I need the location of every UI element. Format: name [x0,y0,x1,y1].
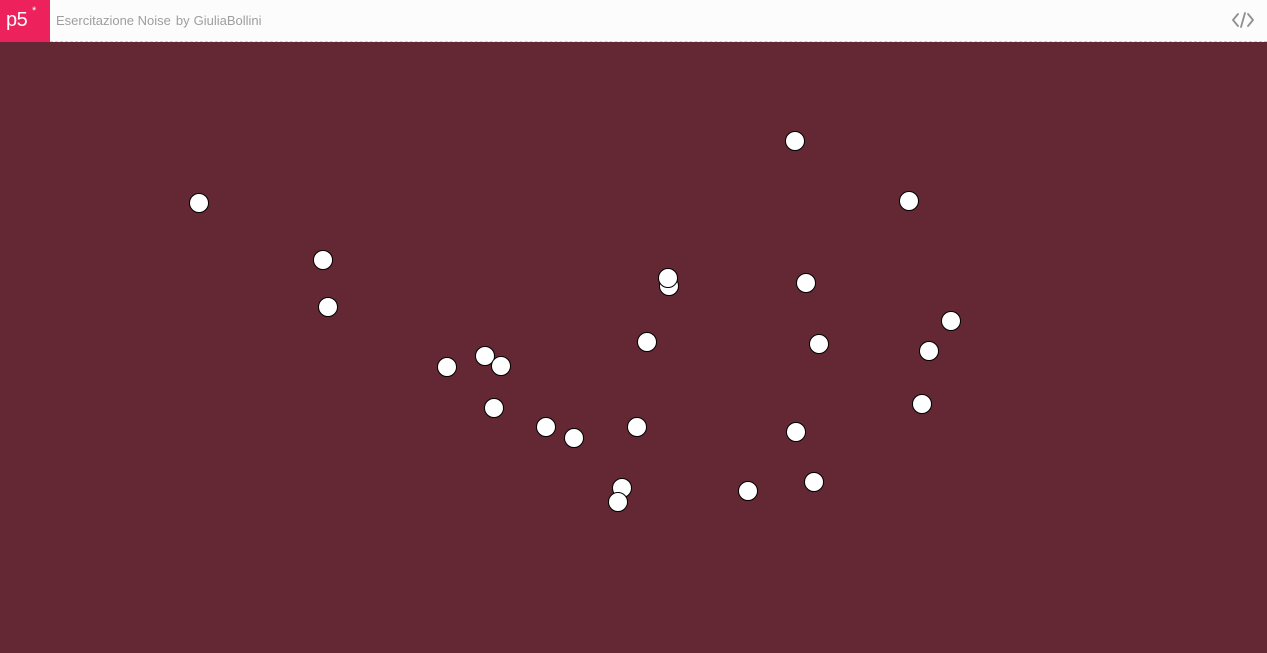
sketch-title[interactable]: Esercitazione Noise [56,13,171,28]
p5-logo[interactable]: p5 * [0,0,50,42]
noise-circle [809,334,829,354]
by-label: by [175,13,190,28]
logo-text: p5 [6,9,28,31]
noise-circle [536,417,556,437]
noise-circle [564,428,584,448]
noise-circle [912,394,932,414]
noise-circle [899,191,919,211]
canvas-drawing [189,131,961,512]
noise-circle [804,472,824,492]
sketch-title-line: Esercitazione Noise by GiuliaBollini [56,14,262,28]
noise-circle [627,417,647,437]
noise-circle [786,422,806,442]
noise-circle [637,332,657,352]
sketch-header: p5 * Esercitazione Noise by GiuliaBollini [0,0,1267,42]
logo-asterisk: * [32,5,37,17]
noise-circle [437,357,457,377]
noise-circle [475,346,495,366]
code-icon[interactable] [1231,11,1255,29]
noise-circle [658,268,678,288]
noise-circle [738,481,758,501]
sketch-canvas[interactable] [0,43,1267,653]
noise-circle [785,131,805,151]
noise-circle [608,492,628,512]
noise-circle [491,356,511,376]
noise-circle [941,311,961,331]
author-link[interactable]: GiuliaBollini [193,13,262,28]
noise-circle [313,250,333,270]
noise-circle [484,398,504,418]
noise-circle [796,273,816,293]
noise-circle [189,193,209,213]
noise-circle [919,341,939,361]
noise-circle [318,297,338,317]
